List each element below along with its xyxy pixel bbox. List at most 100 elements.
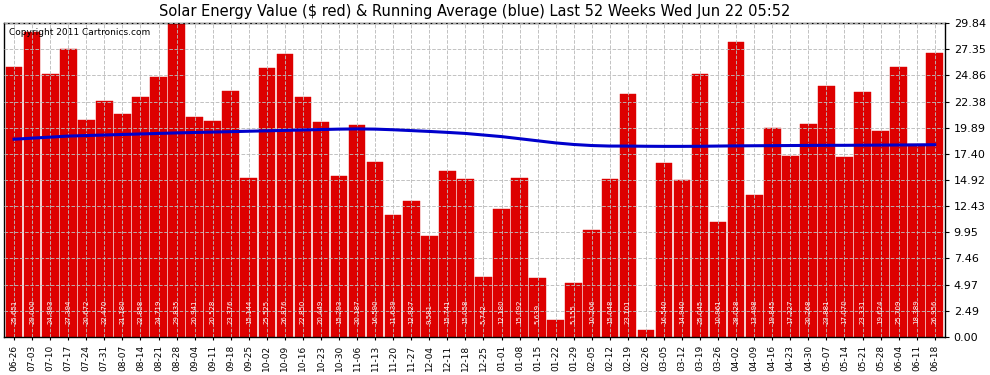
Bar [745, 195, 762, 337]
Text: 16.590: 16.590 [372, 300, 378, 324]
Text: 29.835: 29.835 [173, 300, 179, 324]
Text: 15.058: 15.058 [462, 300, 468, 324]
Bar [223, 91, 239, 337]
Text: 19.845: 19.845 [769, 300, 775, 324]
Text: 22.858: 22.858 [138, 300, 144, 324]
Text: 20.449: 20.449 [318, 300, 324, 324]
Text: 25.045: 25.045 [697, 300, 703, 324]
Text: 24.993: 24.993 [48, 300, 53, 324]
Text: 20.528: 20.528 [210, 300, 216, 324]
Text: 28.028: 28.028 [734, 300, 740, 324]
Text: 23.881: 23.881 [824, 300, 830, 324]
Text: 17.227: 17.227 [787, 300, 793, 324]
Text: 20.672: 20.672 [83, 300, 89, 324]
Bar [403, 201, 420, 337]
Text: 15.293: 15.293 [336, 300, 342, 324]
Text: 15.048: 15.048 [607, 300, 613, 324]
Bar [331, 176, 347, 337]
Bar [927, 54, 943, 337]
Bar [674, 180, 690, 337]
Bar [620, 94, 637, 337]
Text: 29.000: 29.000 [29, 300, 36, 324]
Text: 5.639: 5.639 [535, 304, 541, 324]
Bar [42, 74, 58, 337]
Bar [367, 162, 383, 337]
Text: 23.376: 23.376 [228, 300, 234, 324]
Bar [800, 124, 817, 337]
Text: Copyright 2011 Cartronics.com: Copyright 2011 Cartronics.com [9, 28, 150, 37]
Text: 19.624: 19.624 [877, 300, 884, 324]
Text: 18.389: 18.389 [914, 300, 920, 324]
Bar [764, 128, 780, 337]
Bar [186, 117, 203, 337]
Text: 11.639: 11.639 [390, 300, 396, 324]
Bar [6, 67, 23, 337]
Text: 22.850: 22.850 [300, 300, 306, 324]
Bar [24, 32, 41, 337]
Bar [114, 114, 131, 337]
Bar [385, 214, 402, 337]
Text: 23.331: 23.331 [859, 300, 865, 324]
Bar [854, 92, 871, 337]
Bar [348, 124, 365, 337]
Text: 5.742: 5.742 [480, 304, 486, 324]
Bar [818, 86, 835, 337]
Text: 15.741: 15.741 [445, 300, 450, 324]
Text: 12.180: 12.180 [499, 300, 505, 324]
Bar [475, 276, 492, 337]
Text: 16.540: 16.540 [661, 300, 667, 324]
Title: Solar Energy Value ($ red) & Running Average (blue) Last 52 Weeks Wed Jun 22 05:: Solar Energy Value ($ red) & Running Ave… [158, 4, 790, 19]
Text: 10.961: 10.961 [715, 300, 721, 324]
Text: 23.101: 23.101 [625, 300, 631, 324]
Bar [457, 178, 473, 337]
Bar [872, 130, 889, 337]
Bar [909, 144, 925, 337]
Text: 12.927: 12.927 [408, 300, 414, 324]
Bar [710, 222, 727, 337]
Bar [204, 121, 221, 337]
Bar [692, 74, 709, 337]
Bar [511, 178, 528, 337]
Text: 26.956: 26.956 [932, 300, 938, 324]
Text: 22.470: 22.470 [101, 300, 107, 324]
Text: 21.180: 21.180 [120, 300, 126, 324]
Text: 25.651: 25.651 [11, 300, 17, 324]
Bar [602, 178, 618, 337]
Bar [728, 42, 744, 337]
Bar [782, 156, 799, 337]
Bar [583, 230, 600, 337]
Bar [60, 49, 76, 337]
Bar [837, 158, 852, 337]
Bar [78, 120, 95, 337]
Bar [655, 163, 672, 337]
Text: 15.144: 15.144 [246, 300, 251, 324]
Text: 15.092: 15.092 [517, 300, 523, 324]
Text: 20.941: 20.941 [192, 300, 198, 324]
Bar [439, 171, 455, 337]
Text: 17.070: 17.070 [842, 300, 847, 324]
Bar [276, 54, 293, 337]
Bar [295, 97, 311, 337]
Text: 25.525: 25.525 [263, 300, 270, 324]
Bar [493, 209, 510, 337]
Bar [258, 69, 275, 337]
Bar [421, 236, 438, 337]
Bar [168, 23, 185, 337]
Text: 25.709: 25.709 [896, 300, 902, 324]
Text: 26.876: 26.876 [282, 300, 288, 324]
Text: 9.581: 9.581 [427, 304, 433, 324]
Text: 13.498: 13.498 [751, 300, 757, 324]
Text: 10.206: 10.206 [589, 300, 595, 324]
Text: 14.940: 14.940 [679, 300, 685, 324]
Text: 27.394: 27.394 [65, 300, 71, 324]
Bar [638, 330, 654, 337]
Text: 5.155: 5.155 [570, 304, 577, 324]
Text: 20.268: 20.268 [806, 300, 812, 324]
Bar [890, 66, 907, 337]
Bar [96, 100, 113, 337]
Bar [132, 96, 148, 337]
Bar [150, 77, 167, 337]
Bar [530, 278, 545, 337]
Bar [241, 178, 257, 337]
Text: 20.187: 20.187 [354, 300, 360, 324]
